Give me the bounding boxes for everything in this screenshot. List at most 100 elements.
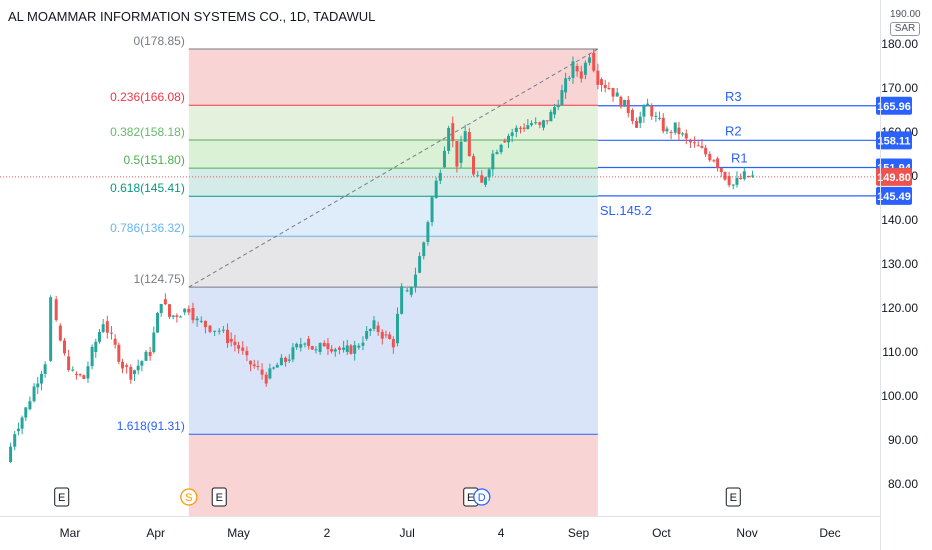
level-price-badge [876,186,912,205]
candle-body [82,375,86,379]
event-marker-label: S [185,492,192,504]
candle-body [384,334,388,336]
candle-body [287,359,291,361]
candle-body [67,356,71,371]
candle-body [665,128,669,132]
candle-body [430,197,434,223]
split-marker[interactable] [180,488,198,506]
candle-body [553,107,557,115]
level-price-badge [876,96,912,115]
time-axis[interactable]: Mar Apr May 2 Jul 4 Sep Oct Nov Dec [60,526,841,540]
candle-body [125,365,129,367]
candle-body [677,127,681,135]
candle-body [596,70,600,85]
candle-body [291,347,295,360]
candle-body [704,147,708,155]
candle-body [400,286,404,314]
earnings-marker[interactable] [211,487,227,507]
level-name-r3: R3 [725,89,742,104]
candle-body [117,344,121,362]
currency-badge[interactable]: 190.00 SAR [890,8,921,36]
fib-level-label: 0.618(145.41) [110,181,185,195]
time-tick-label: Jul [399,526,414,540]
candle-body [156,313,160,333]
fib-line-group [188,48,598,435]
price-tick-label: 100.00 [881,389,918,403]
time-tick-label: Nov [736,526,757,540]
candle-body [716,158,720,169]
candle-body [24,407,28,418]
candle-body [735,177,739,185]
candle-body [249,360,253,365]
time-tick-label: 4 [498,526,505,540]
earnings-marker[interactable] [725,487,741,507]
candle-body [549,111,553,122]
candle-body [314,349,318,351]
candle-body [681,133,685,135]
candle-body [708,154,712,161]
candle-body [626,99,630,114]
candle-body [471,156,475,175]
candle-body [611,88,615,97]
candle-body [712,160,716,162]
price-tick-label: 140.00 [881,213,918,227]
price-tick-label: 110.00 [882,345,918,359]
fib-zone-1 [188,287,598,435]
candle-body [187,308,191,313]
dividend-marker[interactable] [473,488,491,506]
candle-body [144,351,148,361]
candle-body [241,347,245,351]
time-tick-label: Mar [60,526,81,540]
candle-body [226,329,230,344]
candle-body [607,88,611,90]
candle-body [148,351,152,356]
candle-body [495,152,499,154]
candle-body [183,308,187,313]
candles-group [9,49,755,463]
candle-body [588,57,592,63]
candle-body [136,365,140,371]
candle-body [560,90,564,106]
fib-level-label: 0.382(158.18) [110,125,185,139]
candle-body [121,361,125,369]
last-price-badge [876,167,912,186]
candle-body [105,321,109,333]
candle-body [661,117,665,132]
candle-body [179,316,183,318]
event-marker-label: E [58,492,65,504]
level-price-badge-label: 165.96 [877,101,911,113]
candle-body [623,99,627,107]
time-tick-label: 2 [324,526,331,540]
candle-body [696,145,700,147]
candle-body [132,370,136,374]
candle-body [575,66,579,72]
level-name-r1: R1 [731,150,748,165]
candle-body [746,176,750,177]
candle-body [90,346,94,367]
candle-body [279,357,283,366]
candle-body [650,105,654,117]
level-price-badge-label: 158.11 [877,135,910,147]
candle-body [447,127,451,151]
candle-body [592,52,596,71]
candle-body [233,341,237,346]
earnings-marker[interactable] [54,487,70,507]
candle-body [395,313,399,344]
candle-body [345,345,349,352]
chart-title: AL MOAMMAR INFORMATION SYSTEMS CO., 1D, … [8,9,376,24]
candle-body [391,339,395,348]
fib-trend-line[interactable] [188,48,599,288]
candle-body [467,132,471,157]
level-name-group: R3 R2 R1 [725,89,748,166]
candle-body [564,78,568,93]
time-tick-label: Apr [146,526,165,540]
candle-body [264,374,268,384]
candle-body [252,364,256,367]
candle-body [349,345,353,354]
candle-body [526,125,530,129]
candle-body [556,105,560,108]
candle-body [16,428,20,432]
candle-body [487,169,491,178]
